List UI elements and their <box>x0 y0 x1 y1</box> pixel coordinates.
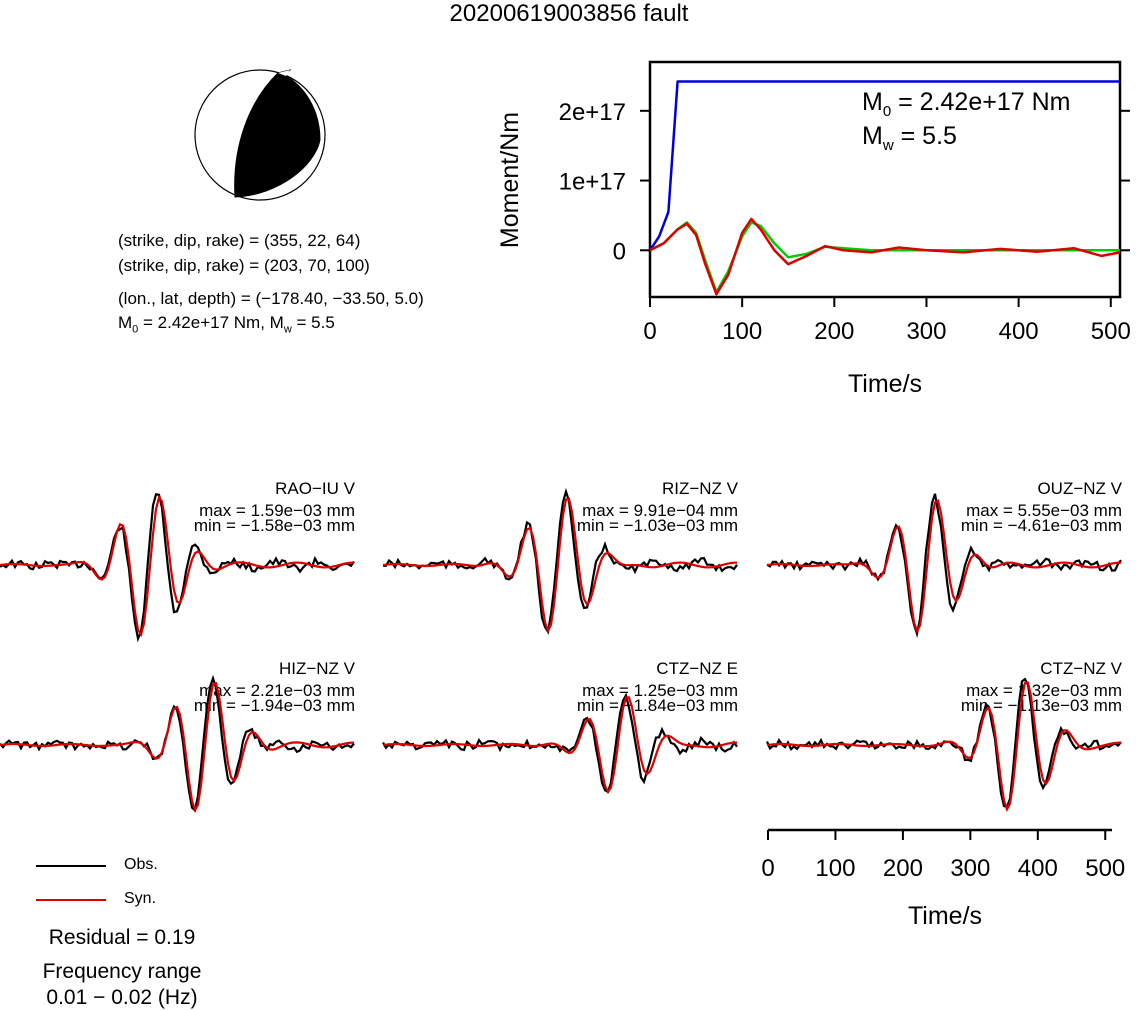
waveform-xlabel: Time/s <box>908 902 982 930</box>
station-max: max = 1.32e−03 mm <box>966 681 1122 700</box>
mechanism-line-1: (strike, dip, rake) = (355, 22, 64) <box>118 231 361 250</box>
observed-trace <box>383 487 738 635</box>
figure-title: 20200619003856 fault <box>449 0 689 27</box>
station-min: min = −4.61e−03 mm <box>961 516 1122 535</box>
moment-mw-annotation: Mw = 5.5 <box>862 122 957 154</box>
waveform-xtick-label: 400 <box>1018 855 1058 882</box>
moment-xtick-label: 200 <box>814 318 854 345</box>
moment-xtick-label: 100 <box>722 318 762 345</box>
moment-xtick-label: 400 <box>999 318 1039 345</box>
legend-obs-line <box>36 865 106 867</box>
mechanism-location: (lon., lat, depth) = (−178.40, −33.50, 5… <box>118 289 424 308</box>
legend-syn-line <box>36 899 106 901</box>
mechanism-moment-magnitude: M0 = 2.42e+17 Nm, Mw = 5.5 <box>118 313 335 336</box>
moment-ytick-label: 2e+17 <box>559 99 626 126</box>
waveform-time-axis: 0 100 200 300 400 500 Time/s <box>761 828 1125 930</box>
station-name: HIZ−NZ V <box>279 659 356 678</box>
moment-ytick-label: 0 <box>613 238 626 265</box>
waveform-xtick-label: 300 <box>950 855 990 882</box>
focal-mechanism-beachball <box>194 69 326 201</box>
observed-trace <box>766 493 1122 639</box>
synthetic-trace <box>0 681 355 813</box>
moment-rate-green-line <box>649 221 1120 294</box>
observed-trace <box>382 692 738 794</box>
moment-xtick-label: 500 <box>1091 318 1131 345</box>
waveform-xtick-label: 100 <box>815 855 855 882</box>
synthetic-trace <box>766 681 1122 813</box>
legend-syn-label: Syn. <box>124 890 157 907</box>
station-min: min = −1.58e−03 mm <box>194 516 355 535</box>
station-min: min = −1.13e−03 mm <box>961 696 1122 715</box>
station-max: max = 2.21e−03 mm <box>199 681 355 700</box>
moment-xlabel: Time/s <box>848 370 922 398</box>
station-min: min = −1.84e−03 mm <box>577 696 738 715</box>
moment-xtick-label: 300 <box>906 318 946 345</box>
observed-trace <box>0 493 355 643</box>
synthetic-trace <box>766 499 1122 634</box>
moment-m0-annotation: M0 = 2.42e+17 Nm <box>862 88 1070 120</box>
station-max: max = 9.91e−04 mm <box>582 501 738 520</box>
station-max: max = 1.59e−03 mm <box>199 501 355 520</box>
legend-obs-label: Obs. <box>124 856 158 873</box>
station-max: max = 5.55e−03 mm <box>966 501 1122 520</box>
station-name: RAO−IU V <box>275 479 355 498</box>
station-max: max = 1.25e−03 mm <box>582 681 738 700</box>
station-name: OUZ−NZ V <box>1037 479 1122 498</box>
moment-chart: 2e+17 1e+17 0 0 100 200 300 400 500 Moment/Nm T… <box>496 60 1131 398</box>
synthetic-trace <box>382 696 738 794</box>
waveform-xtick-label: 200 <box>883 855 923 882</box>
station-name: RIZ−NZ V <box>662 479 739 498</box>
frequency-range-label: Frequency range <box>42 960 202 983</box>
synthetic-trace <box>0 495 355 638</box>
moment-chart-frame <box>648 60 1122 299</box>
moment-ylabel: Moment/Nm <box>496 112 524 248</box>
moment-rate-red-line <box>649 217 1121 296</box>
moment-ytick-label: 1e+17 <box>559 169 626 196</box>
frequency-range-value: 0.01 − 0.02 (Hz) <box>46 986 198 1009</box>
waveform-xtick-label: 500 <box>1085 855 1125 882</box>
mechanism-line-2: (strike, dip, rake) = (203, 70, 100) <box>118 256 370 275</box>
station-name: CTZ−NZ V <box>1040 659 1122 678</box>
station-min: min = −1.03e−03 mm <box>577 516 738 535</box>
station-name: CTZ−NZ E <box>656 659 738 678</box>
waveform-xtick-label: 0 <box>761 855 774 882</box>
synthetic-trace <box>382 497 738 634</box>
residual-text: Residual = 0.19 <box>48 926 196 949</box>
station-min: min = −1.94e−03 mm <box>194 696 355 715</box>
moment-cumulative-line <box>648 80 1120 251</box>
moment-xtick-label: 0 <box>643 318 656 345</box>
